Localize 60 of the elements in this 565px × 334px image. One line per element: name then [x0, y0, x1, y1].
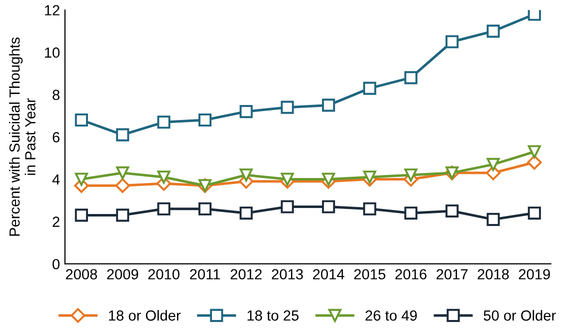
point	[528, 145, 541, 158]
point	[446, 35, 459, 48]
point	[404, 206, 418, 220]
x-tick-label: 2011	[190, 269, 220, 280]
y-tick-label: 2	[52, 216, 60, 227]
x-tick-label: 2013	[272, 269, 303, 280]
x-tick-label: 2014	[313, 269, 344, 280]
point	[280, 172, 294, 186]
y-tick-label: 12	[45, 5, 60, 16]
point	[116, 166, 130, 180]
y-axis-title: Percent with Suicidal Thoughts in Past Year	[9, 37, 36, 236]
point	[240, 168, 253, 182]
x-tick-label: 2016	[395, 269, 426, 280]
point	[198, 113, 212, 127]
point	[74, 113, 88, 127]
x-tick-label: 2015	[354, 269, 386, 280]
point	[363, 82, 376, 95]
point	[404, 71, 418, 84]
point	[116, 208, 130, 222]
point	[322, 98, 336, 112]
x-tick-label: 2010	[148, 269, 180, 280]
y-tick-label: 0	[52, 258, 60, 270]
point	[115, 178, 130, 193]
point	[240, 206, 253, 220]
legend-label: 18 to 25	[248, 310, 299, 321]
y-tick-label: 10	[45, 47, 60, 58]
point	[116, 128, 130, 142]
x-tick-label: 2008	[66, 269, 98, 280]
point	[486, 158, 500, 171]
point	[404, 168, 418, 182]
legend-label: 18 or Older	[109, 310, 181, 321]
legend-label: 26 to 49	[366, 310, 417, 321]
x-tick-label: 2017	[436, 269, 468, 280]
point	[157, 116, 170, 129]
point	[527, 154, 542, 170]
x-tick-label: 2018	[478, 269, 509, 280]
point	[322, 172, 336, 186]
legend-label: 50 or Older	[484, 310, 556, 321]
point	[363, 170, 376, 184]
point	[240, 105, 253, 118]
y-tick-label: 8	[52, 90, 60, 100]
y-tick-label: 4	[52, 174, 60, 185]
point	[157, 202, 170, 216]
x-tick-label: 2012	[230, 269, 262, 280]
point	[280, 200, 294, 214]
point	[486, 24, 500, 38]
point	[157, 170, 170, 184]
point	[74, 208, 88, 222]
point	[528, 206, 541, 220]
point	[198, 202, 212, 216]
point	[528, 10, 541, 21]
point	[74, 172, 88, 186]
point	[280, 100, 294, 114]
x-tick-label: 2019	[518, 269, 550, 280]
point	[363, 202, 376, 216]
point	[446, 204, 459, 218]
point	[486, 212, 500, 226]
x-tick-label: 2009	[107, 269, 138, 280]
y-tick-label: 6	[52, 132, 60, 142]
point	[322, 200, 336, 214]
